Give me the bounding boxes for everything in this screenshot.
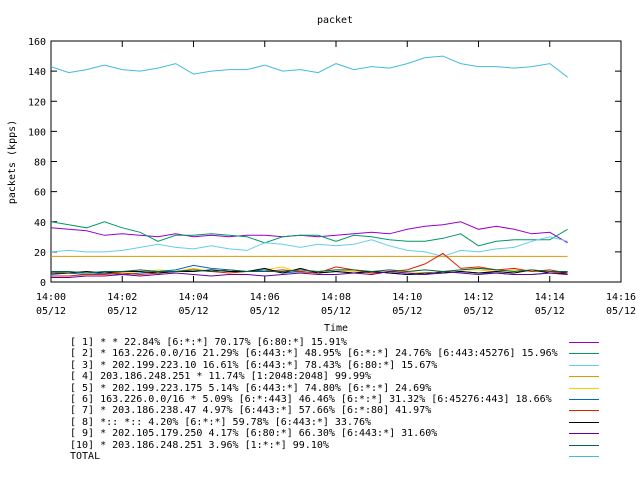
y-tick-label: 140 (28, 67, 46, 78)
x-tick-label-time: 14:10 (392, 292, 422, 303)
legend-swatch (569, 398, 599, 400)
x-tick-label-time: 14:02 (107, 292, 137, 303)
legend-entry: [ 5] * 202.199.223.175 5.14% [6:443:*] 7… (70, 383, 630, 394)
y-tick-label: 80 (34, 158, 46, 169)
y-axis-label: packets (kpps) (7, 120, 18, 204)
series-line-11 (50, 55, 568, 78)
legend-label: [ 7] * 203.186.238.47 4.97% [6:443:*] 57… (70, 405, 432, 417)
legend-swatch (569, 421, 599, 423)
legend-entry: [ 7] * 203.186.238.47 4.97% [6:443:*] 57… (70, 405, 630, 416)
y-tick-label: 0 (40, 278, 46, 289)
x-tick-label-date: 05/12 (250, 306, 280, 317)
legend-swatch (569, 353, 599, 355)
x-tick-label-date: 05/12 (463, 306, 493, 317)
legend-swatch (569, 376, 599, 378)
x-tick-label-time: 14:08 (321, 292, 351, 303)
legend-label: [ 5] * 202.199.223.175 5.14% [6:443:*] 7… (70, 382, 432, 394)
series-line-10 (51, 267, 568, 274)
legend-label: [ 9] * 202.105.179.250 4.17% [6:80:*] 66… (70, 428, 438, 440)
legend-swatch (569, 444, 599, 446)
series-line-1 (50, 221, 568, 244)
legend-label: [ 3] * 202.199.223.10 16.61% [6:443:*] 7… (70, 359, 438, 371)
x-tick-label-date: 05/12 (606, 306, 636, 317)
x-tick-label-date: 05/12 (36, 306, 66, 317)
legend-label: [10] * 203.186.248.251 3.96% [1:*:*] 99.… (70, 439, 329, 451)
x-tick-label-date: 05/12 (107, 306, 137, 317)
x-tick-label-time: 14:16 (606, 292, 636, 303)
legend-entry: [ 9] * 202.105.179.250 4.17% [6:80:*] 66… (70, 428, 630, 439)
x-tick-label-date: 05/12 (535, 306, 565, 317)
legend-swatch (569, 342, 599, 343)
legend-entry: [ 8] *:: *:: 4.20% [6:*:*] 59.78% [6:443… (70, 417, 630, 428)
legend-swatch (569, 433, 599, 435)
legend-entry: [ 2] * 163.226.0.0/16 21.29% [6:443:*] 4… (70, 348, 630, 359)
series-line-3 (50, 236, 568, 257)
legend-label: [ 1] * * 22.84% [6:*:*] 70.17% [6:80:*] … (70, 337, 347, 348)
series-line-7 (51, 252, 568, 277)
legend-label: [ 6] 163.226.0.0/16 * 5.09% [6:*:443] 46… (70, 393, 552, 405)
y-tick-label: 20 (34, 248, 46, 259)
legend-label: [ 8] *:: *:: 4.20% [6:*:*] 59.78% [6:443… (70, 416, 372, 428)
legend-swatch (569, 387, 599, 389)
legend-swatch (569, 455, 599, 457)
x-tick-label-time: 14:14 (535, 292, 565, 303)
y-tick-label: 160 (28, 37, 46, 48)
legend-entry: [ 6] 163.226.0.0/16 * 5.09% [6:*:443] 46… (70, 394, 630, 405)
series-line-9 (51, 270, 568, 278)
chart-title: packet (317, 15, 353, 26)
legend-entry: [ 4] 203.186.248.251 * 11.74% [1:2048:20… (70, 371, 630, 382)
legend-entry: [ 1] * * 22.84% [6:*:*] 70.17% [6:80:*] … (70, 337, 630, 348)
x-tick-label-time: 14:06 (250, 292, 280, 303)
legend-swatch (569, 410, 599, 412)
axis-ticks: 0 20 40 60 80 100 120 140 160 14:00 05/12 14:02 05/1… (28, 37, 636, 317)
legend-entry: [10] * 203.186.248.251 3.96% [1:*:*] 99.… (70, 440, 630, 451)
legend-entry: [ 3] * 202.199.223.10 16.61% [6:443:*] 7… (70, 360, 630, 371)
x-tick-label-date: 05/12 (321, 306, 351, 317)
y-tick-label: 60 (34, 188, 46, 199)
x-axis-label: Time (324, 323, 348, 334)
y-tick-label: 40 (34, 218, 46, 229)
legend-swatch (569, 364, 599, 366)
legend-entry: TOTAL (70, 451, 630, 462)
legend-label: TOTAL (70, 450, 101, 462)
x-tick-label-date: 05/12 (392, 306, 422, 317)
x-tick-label-date: 05/12 (178, 306, 208, 317)
series-lines (50, 55, 568, 278)
legend-label: [ 2] * 163.226.0.0/16 21.29% [6:443:*] 4… (70, 348, 558, 360)
legend: [ 1] * * 22.84% [6:*:*] 70.17% [6:80:*] … (70, 337, 630, 462)
legend-label: [ 4] 203.186.248.251 * 11.74% [1:2048:20… (70, 371, 372, 383)
x-tick-label-time: 14:04 (178, 292, 208, 303)
y-tick-label: 120 (28, 97, 46, 108)
series-line-2 (50, 221, 568, 247)
x-tick-label-time: 14:12 (463, 292, 493, 303)
y-tick-label: 100 (28, 127, 46, 138)
x-tick-label-time: 14:00 (36, 292, 66, 303)
